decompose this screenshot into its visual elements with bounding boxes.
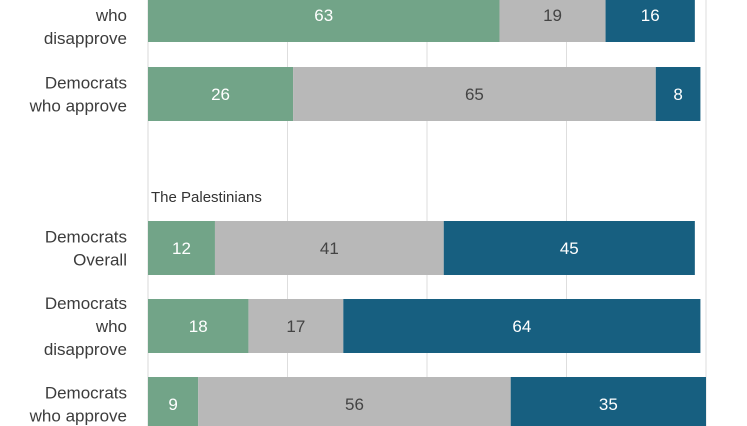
data-label: 16 [641, 6, 660, 25]
bar-segment [148, 377, 199, 426]
row-label: disapprove [44, 29, 127, 48]
row-label: who approve [29, 97, 127, 116]
data-label: 12 [172, 239, 191, 258]
bar-segment [605, 0, 695, 42]
data-label: 64 [512, 317, 531, 336]
data-label: 35 [599, 395, 618, 414]
bar-segment [443, 221, 695, 275]
data-label: 56 [345, 395, 364, 414]
bar-segment [148, 0, 500, 42]
gridlines [147, 0, 707, 426]
data-label: 45 [560, 239, 579, 258]
data-label: 19 [543, 6, 562, 25]
bar-segment [343, 299, 701, 353]
data-label: 17 [286, 317, 305, 336]
bar-segment [499, 0, 606, 42]
row-label: Democrats [45, 0, 127, 2]
data-label: 8 [673, 85, 682, 104]
row-label: disapprove [44, 340, 127, 359]
data-label: 18 [189, 317, 208, 336]
bar-segment [148, 67, 294, 121]
row-label: Overall [73, 251, 127, 270]
data-label: 26 [211, 85, 230, 104]
data-label: 41 [320, 239, 339, 258]
bar-segment [510, 377, 706, 426]
data-label: 63 [314, 6, 333, 25]
row-label: Democrats [45, 228, 127, 247]
labels: Democrats who disapprove 63 19 16 Democrats who… [29, 0, 683, 426]
bars [148, 0, 706, 426]
bar-segment [248, 299, 344, 353]
bar-segment [655, 67, 701, 121]
data-label: 65 [465, 85, 484, 104]
bar-segment [148, 299, 249, 353]
row-label: who [95, 6, 127, 25]
row-label: who approve [29, 407, 127, 426]
bar-segment [148, 221, 215, 275]
row-label: Democrats [45, 384, 127, 403]
bar-segment [198, 377, 511, 426]
data-label: 9 [168, 395, 177, 414]
row-label: Democrats [45, 294, 127, 313]
bar-segment [293, 67, 656, 121]
section-title: The Palestinians [151, 189, 262, 206]
row-label: Democrats [45, 74, 127, 93]
row-label: who [95, 317, 127, 336]
bar-segment [214, 221, 444, 275]
